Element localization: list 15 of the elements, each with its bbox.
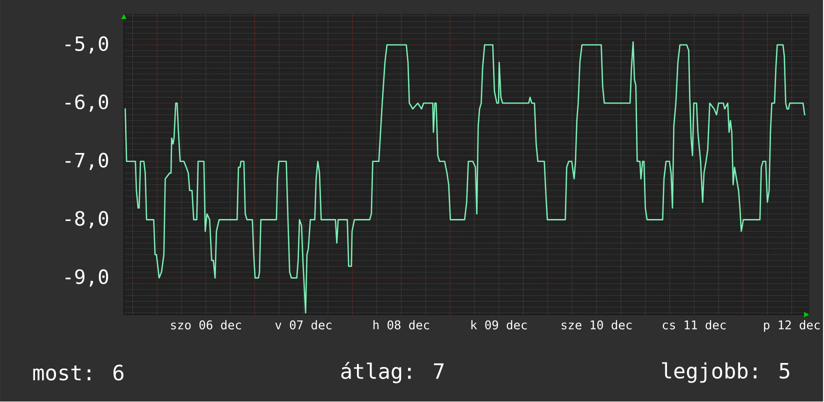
- x-tick-label: cs 11 dec: [662, 320, 726, 330]
- y-tick-label: -7,0: [66, 152, 108, 170]
- x-tick-label: p 12 dec: [764, 320, 820, 332]
- x-tick-label: h 08 dec: [373, 320, 430, 330]
- x-tick-label: sze 10 dec: [562, 320, 632, 330]
- text: átlag: 7: [341, 362, 444, 384]
- text: most: 6: [33, 364, 124, 381]
- x-tick-label: v 07 dec: [275, 320, 332, 330]
- y-tick-label: -8,0: [66, 211, 108, 229]
- y-tick-label: -9,0: [66, 270, 108, 287]
- x-tick-label: szo 06 dec: [171, 320, 241, 330]
- text: legjobb: 5: [662, 362, 790, 384]
- y-tick-label: -6,0: [66, 94, 108, 112]
- x-tick-label: k 09 dec: [471, 320, 527, 330]
- y-tick-label: -5,0: [66, 36, 108, 54]
